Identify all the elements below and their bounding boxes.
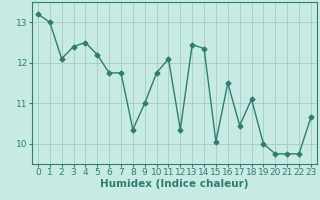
X-axis label: Humidex (Indice chaleur): Humidex (Indice chaleur) [100,179,249,189]
